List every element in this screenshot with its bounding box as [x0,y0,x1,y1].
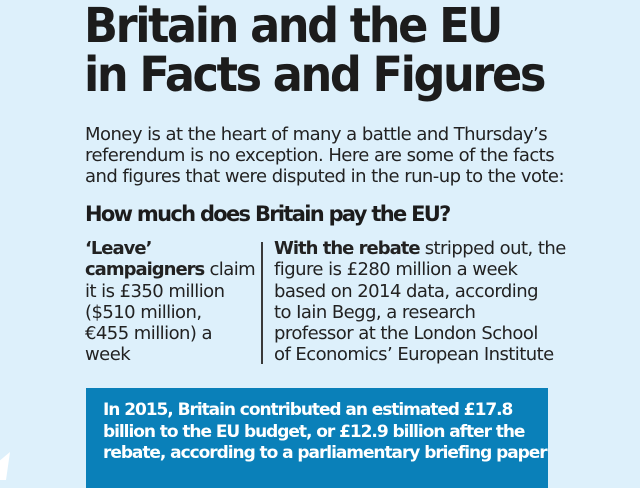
title-line-1: Britain and the EU [84,0,503,54]
fact-box: In 2015, Britain contributed an estimate… [86,388,548,488]
right-line-5: professor at the London School [274,323,538,345]
left-line-6: week [85,344,131,366]
intro-line-2: referendum is no exception. Here are som… [85,145,555,166]
rebate-column: With the rebate stripped out, the figure… [274,238,594,366]
decorative-corner-shape [0,452,10,480]
section-subheading: How much does Britain pay the EU? [85,202,451,226]
intro-line-3: and figures that were disputed in the ru… [85,166,565,187]
campaigners-bold: campaigners [85,259,205,281]
fact-line-3: rebate, according to a parliamentary bri… [103,443,548,463]
right-line-4: to Iain Begg, a research [274,301,476,323]
left-line-5: €455 million) a [85,323,213,345]
intro-paragraph: Money is at the heart of many a battle a… [85,124,605,187]
right-line-2: figure is £280 million a week [274,259,518,281]
right-line-6: of Economics’ European Institute [274,344,554,366]
left-line-4: ($510 million, [85,301,202,323]
column-divider [261,242,263,364]
left-line-3: it is £350 million [85,280,225,302]
rebate-line-1-rest: stripped out, the [419,238,567,259]
rebate-bold-lead: With the rebate [274,238,421,259]
page-title: Britain and the EU in Facts and Figures [84,0,546,103]
right-line-3: based on 2014 data, according [274,280,539,302]
intro-line-1: Money is at the heart of many a battle a… [85,124,548,145]
fact-line-1: In 2015, Britain contributed an estimate… [103,400,513,420]
title-line-2: in Facts and Figures [84,47,546,103]
leave-bold-lead: ‘Leave’ [85,238,152,259]
leave-claim-column: ‘Leave’ campaigners claim it is £350 mil… [85,238,256,366]
claim-text: claim [204,259,256,281]
fact-line-2: billion to the EU budget, or £12.9 billi… [103,421,525,442]
